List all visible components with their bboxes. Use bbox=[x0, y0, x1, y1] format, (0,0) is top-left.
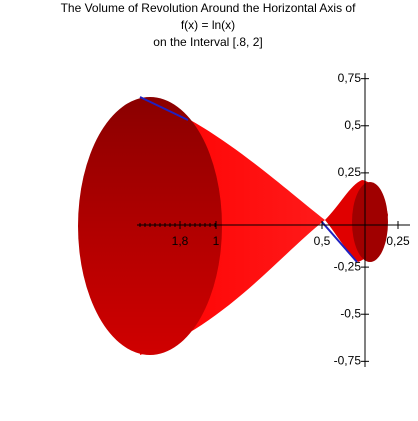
curve bbox=[139, 96, 189, 121]
x-tick-label: 1 bbox=[213, 234, 220, 248]
title: The Volume of Revolution Around the Hori… bbox=[61, 1, 357, 49]
x-tick-label: 0,25 bbox=[386, 234, 410, 248]
title-line: f(x) = ln(x) bbox=[181, 18, 235, 32]
x-tick-label: 1,8 bbox=[172, 234, 189, 248]
small-disc bbox=[352, 182, 388, 262]
curve bbox=[321, 221, 358, 263]
y-tick-label: -0,75 bbox=[334, 354, 362, 368]
x-tick-label: 0,5 bbox=[314, 234, 331, 248]
y-tick-label: 0,25 bbox=[338, 165, 362, 179]
y-tick-label: -0,5 bbox=[340, 306, 361, 320]
y-tick-label: -0,25 bbox=[334, 259, 362, 273]
y-tick-label: 0,5 bbox=[344, 118, 361, 132]
y-tick-label: 0,75 bbox=[338, 71, 362, 85]
title-line: The Volume of Revolution Around the Hori… bbox=[61, 1, 357, 15]
title-line: on the Interval [.8, 2] bbox=[153, 35, 262, 49]
